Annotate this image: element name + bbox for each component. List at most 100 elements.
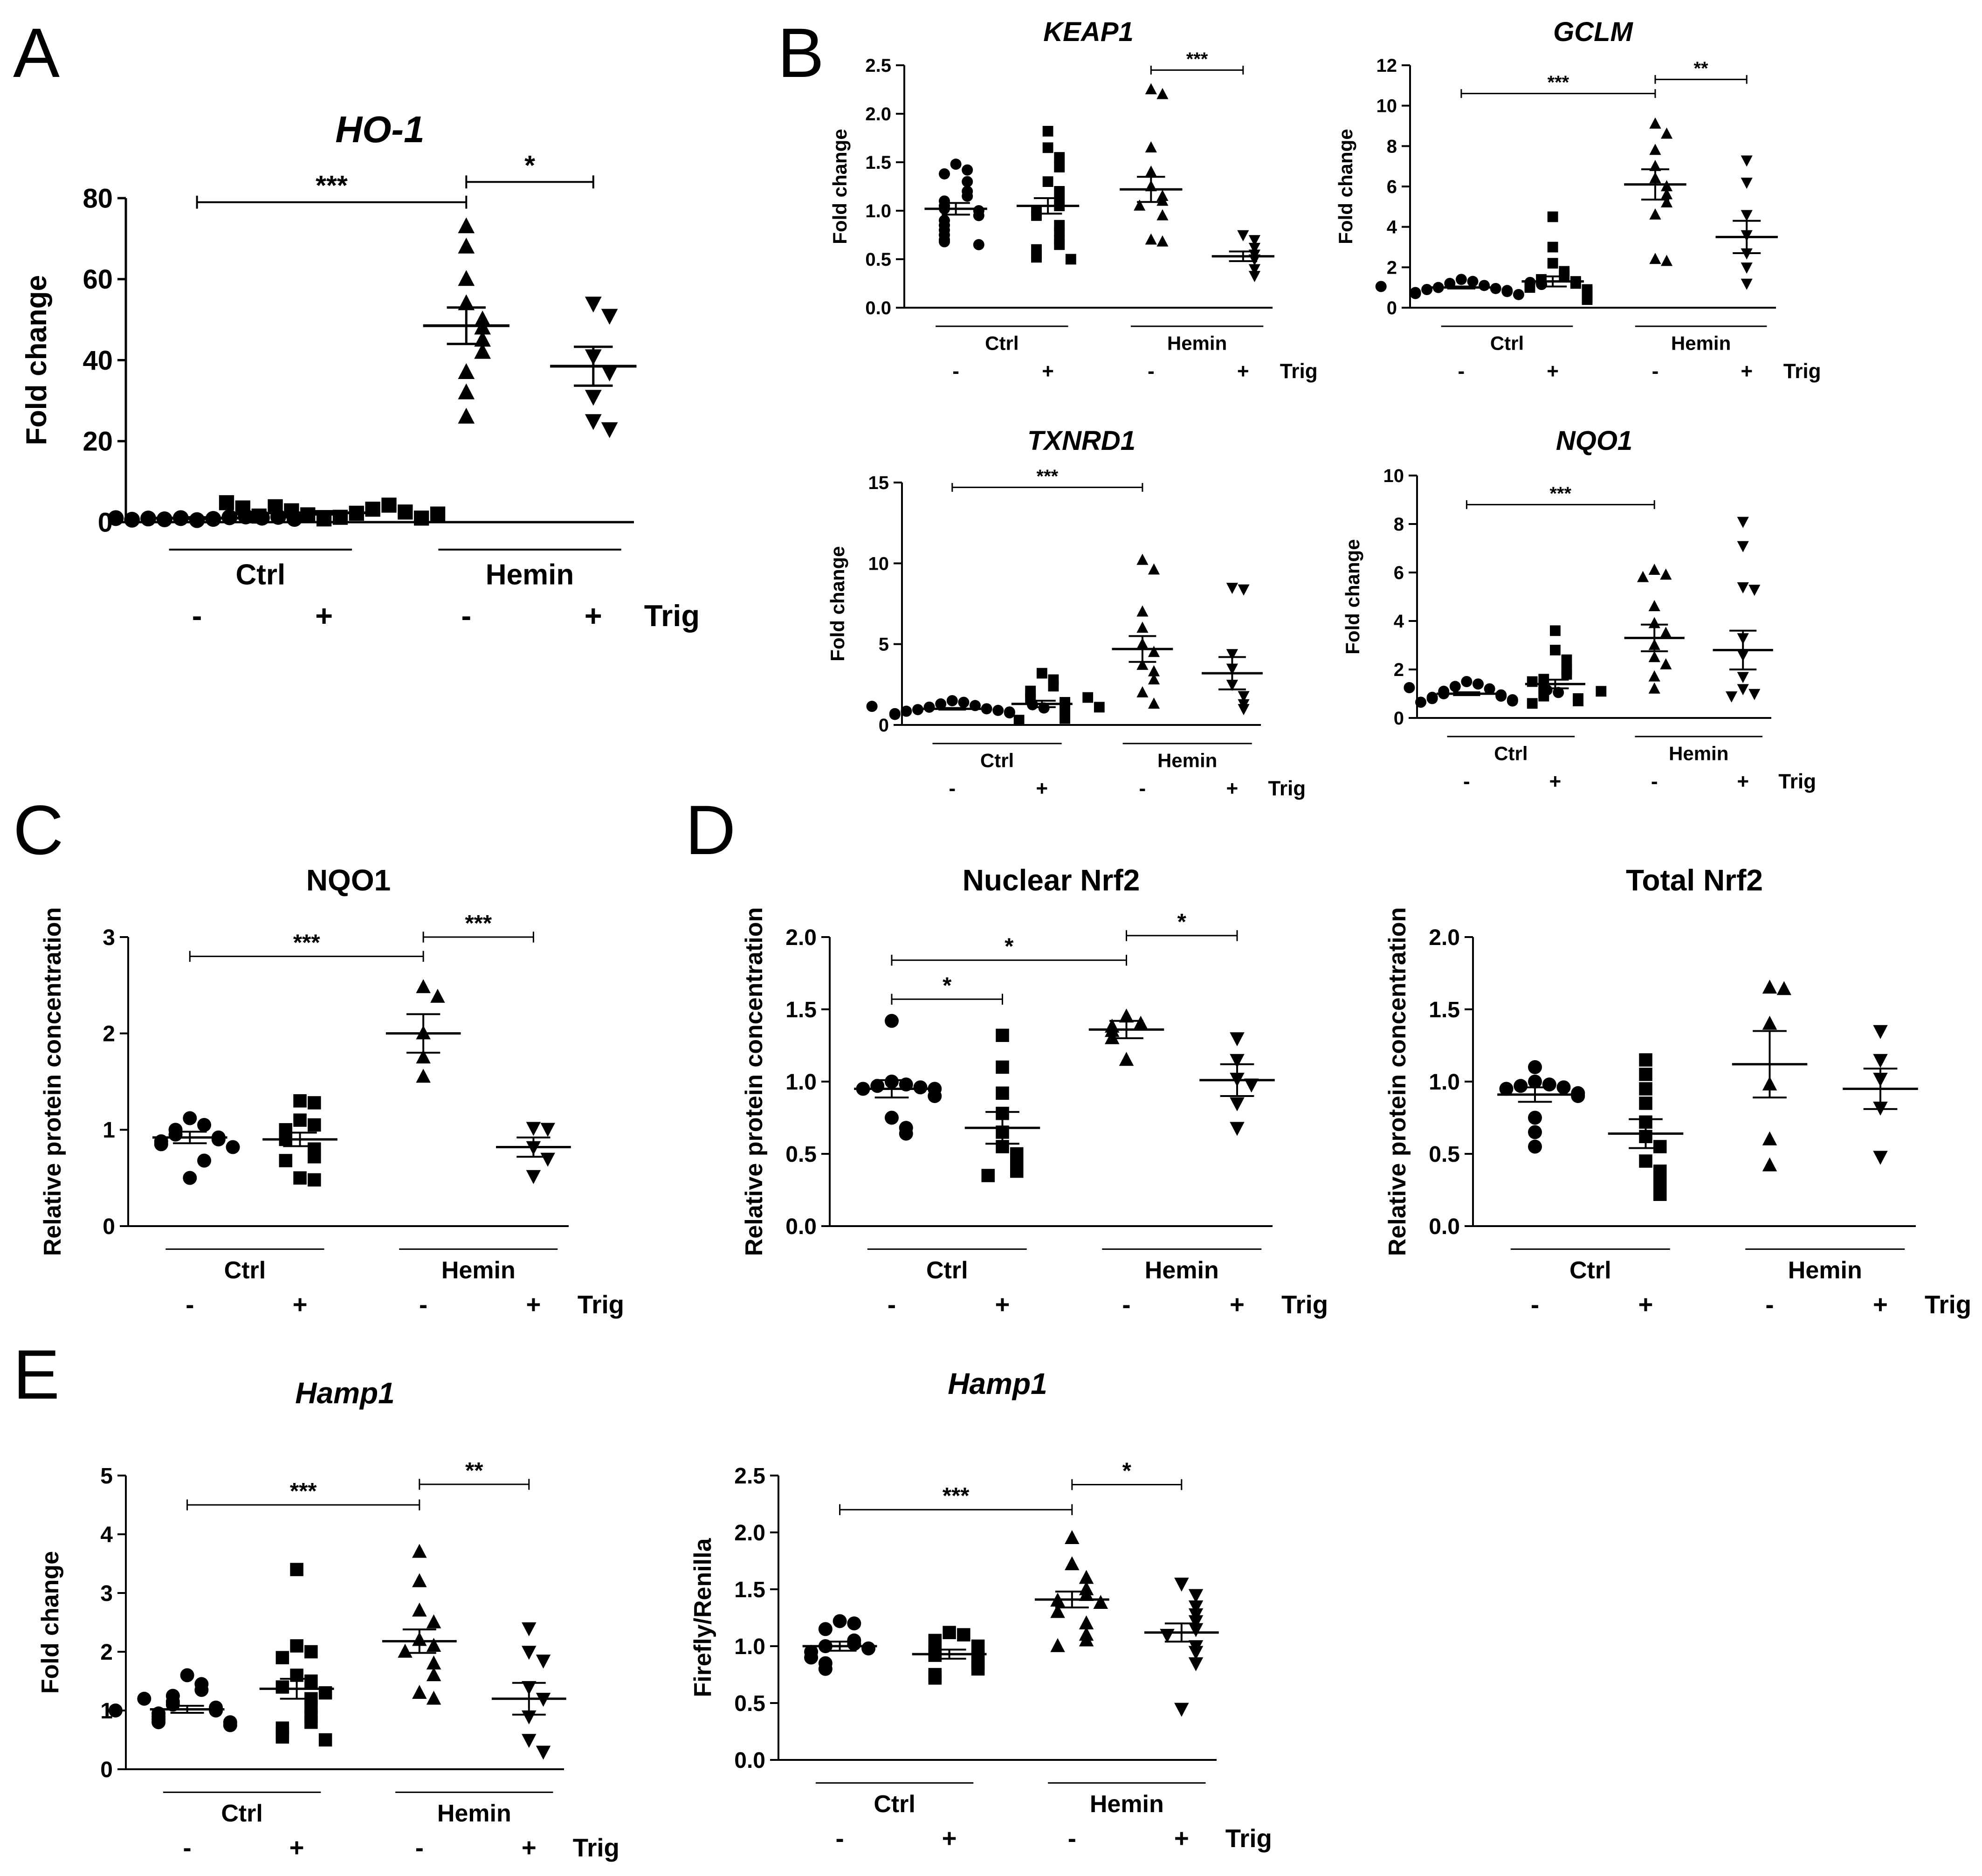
treatment-sign: - bbox=[415, 1834, 424, 1862]
square-marker bbox=[304, 1715, 318, 1729]
series-hemin-plus bbox=[1715, 155, 1778, 290]
square-marker bbox=[1573, 696, 1583, 706]
square-marker bbox=[300, 507, 316, 523]
group-label-ctrl: Ctrl bbox=[926, 1257, 968, 1284]
triangle-marker bbox=[412, 1632, 427, 1646]
circle-marker bbox=[1467, 276, 1479, 287]
square-marker bbox=[304, 1645, 318, 1659]
circle-marker bbox=[221, 509, 238, 525]
triangle-marker bbox=[1637, 571, 1649, 582]
series-ctrl-plus bbox=[259, 1563, 334, 1747]
triangle-marker bbox=[412, 1544, 427, 1558]
square-marker bbox=[430, 506, 446, 522]
triangle-marker bbox=[1648, 682, 1660, 694]
triangle-marker bbox=[1145, 166, 1157, 177]
chart-title: KEAP1 bbox=[1043, 17, 1133, 47]
square-marker bbox=[1639, 1097, 1652, 1110]
treatment-sign: + bbox=[1549, 770, 1562, 793]
circle-marker bbox=[870, 1079, 885, 1093]
series-hemin-- bbox=[1732, 979, 1808, 1172]
triangle-marker bbox=[412, 1602, 427, 1617]
triangle-marker bbox=[1649, 208, 1661, 220]
chart-title: HO-1 bbox=[335, 109, 424, 150]
triangle-marker bbox=[1136, 658, 1149, 670]
y-tick-label: 1.5 bbox=[1429, 998, 1460, 1022]
square-marker bbox=[943, 1626, 956, 1639]
triangle-down-marker bbox=[1741, 210, 1753, 221]
triangle-marker bbox=[1156, 88, 1169, 99]
triangle-marker bbox=[426, 1655, 441, 1669]
triangle-marker bbox=[1649, 172, 1661, 183]
circle-marker bbox=[1514, 1079, 1528, 1093]
circle-marker bbox=[1501, 286, 1513, 297]
square-marker bbox=[1639, 1115, 1652, 1129]
circle-marker bbox=[197, 1153, 212, 1168]
circle-marker bbox=[165, 1697, 180, 1712]
triangle-marker bbox=[1660, 196, 1673, 207]
circle-marker bbox=[818, 1622, 833, 1636]
significance-label: *** bbox=[465, 910, 492, 936]
significance-label: *** bbox=[1548, 72, 1569, 93]
square-marker bbox=[308, 1150, 321, 1164]
panel-letter-e: E bbox=[13, 1335, 60, 1414]
circle-marker bbox=[847, 1616, 861, 1631]
y-axis-label: Relative protein concentration bbox=[39, 907, 66, 1256]
significance-label: *** bbox=[1037, 466, 1059, 487]
square-marker bbox=[971, 1639, 985, 1653]
square-marker bbox=[1653, 1187, 1667, 1201]
y-tick-label: 1 bbox=[103, 1118, 115, 1143]
circle-marker bbox=[913, 1080, 928, 1095]
circle-marker bbox=[1490, 283, 1501, 294]
triangle-marker bbox=[1648, 617, 1660, 628]
triangle-down-marker bbox=[1238, 584, 1250, 596]
y-tick-label: 2.0 bbox=[1429, 925, 1460, 950]
circle-marker bbox=[1479, 280, 1490, 291]
y-tick-label: 0.5 bbox=[1429, 1142, 1460, 1167]
series-ctrl-plus bbox=[219, 495, 446, 527]
circle-marker bbox=[901, 705, 912, 717]
series-hemin-- bbox=[1624, 117, 1686, 266]
series-hemin-plus bbox=[1201, 583, 1263, 716]
circle-marker bbox=[1404, 682, 1415, 693]
triangle-down-marker bbox=[1188, 1657, 1204, 1671]
square-marker bbox=[293, 1113, 307, 1127]
series-ctrl-plus bbox=[1525, 625, 1607, 709]
square-marker bbox=[996, 1086, 1009, 1100]
y-tick-label: 0.0 bbox=[734, 1748, 765, 1773]
triangle-marker bbox=[1156, 194, 1169, 206]
triangle-marker bbox=[1079, 1615, 1094, 1629]
y-tick-label: 60 bbox=[83, 264, 113, 295]
series-ctrl-plus bbox=[912, 1626, 987, 1685]
series-hemin-plus bbox=[496, 1122, 571, 1184]
triangle-down-marker bbox=[1237, 230, 1249, 241]
series-ctrl-- bbox=[924, 159, 987, 250]
treatment-sign: + bbox=[1873, 1290, 1888, 1319]
circle-marker bbox=[140, 510, 157, 527]
series-ctrl-plus bbox=[1608, 1053, 1684, 1201]
circle-marker bbox=[209, 1704, 223, 1717]
square-marker bbox=[971, 1662, 985, 1676]
y-tick-label: 1.5 bbox=[785, 998, 817, 1022]
triangle-down-marker bbox=[1741, 155, 1753, 167]
triangle-down-marker bbox=[1188, 1600, 1204, 1614]
triangle-down-marker bbox=[526, 1122, 541, 1136]
series-ctrl-plus bbox=[1016, 126, 1080, 265]
square-marker bbox=[293, 1094, 307, 1108]
circle-marker bbox=[180, 1668, 194, 1683]
triangle-down-marker bbox=[1748, 689, 1761, 700]
triangle-marker bbox=[1079, 1570, 1094, 1584]
square-marker bbox=[284, 503, 299, 518]
triangle-down-marker bbox=[540, 1123, 555, 1137]
triangle-marker bbox=[426, 1667, 441, 1682]
series-ctrl-- bbox=[108, 1668, 237, 1732]
square-marker bbox=[1060, 713, 1070, 724]
treatment-sign: - bbox=[461, 599, 471, 633]
triangle-down-marker bbox=[1741, 178, 1753, 189]
square-marker bbox=[1527, 676, 1538, 687]
triangle-down-marker bbox=[522, 1681, 537, 1695]
circle-marker bbox=[935, 698, 947, 710]
y-tick-label: 0.0 bbox=[1429, 1214, 1460, 1239]
treatment-sign: - bbox=[1651, 770, 1658, 793]
y-tick-label: 10 bbox=[868, 553, 889, 574]
